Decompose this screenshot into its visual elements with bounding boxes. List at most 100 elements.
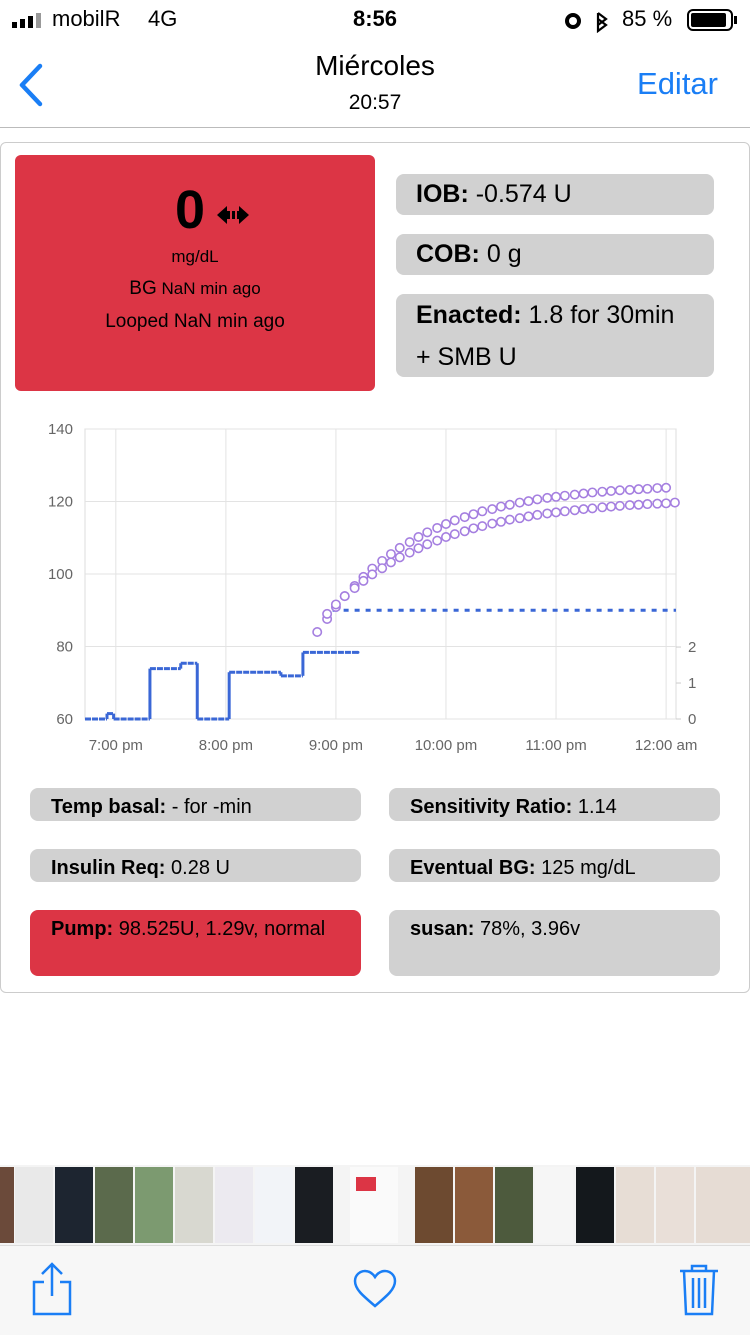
prediction-point — [440, 518, 451, 529]
chart: 60 80 100 120 140 0 1 2 7:00 pm 8:00 pm 9:00 pm 10:… — [48, 421, 698, 754]
trend-arrow — [217, 206, 249, 224]
edit-button[interactable]: Editar — [637, 66, 718, 101]
prediction-point — [606, 485, 617, 496]
y-tick-label: 80 — [56, 639, 73, 656]
y-tick-label: 60 — [56, 711, 73, 728]
prediction-point — [477, 506, 488, 517]
prediction-point — [432, 522, 443, 533]
prediction-point — [358, 575, 369, 586]
y2-tick-label: 2 — [688, 639, 696, 656]
prediction-point — [487, 504, 498, 515]
x-tick-label: 8:00 pm — [199, 737, 253, 754]
share-button[interactable] — [30, 1262, 74, 1316]
prediction-point — [394, 552, 405, 563]
bg-age: BG NaN min ago — [15, 278, 375, 300]
prediction-point — [597, 502, 608, 513]
x-tick-label: 11:00 pm — [525, 737, 586, 754]
stat-pill: Sensitivity Ratio: 1.14 — [389, 788, 720, 821]
prediction-point — [542, 492, 553, 503]
stat-pill: susan: 78%, 3.96v — [389, 910, 720, 976]
prediction-point — [377, 563, 388, 574]
y2-tick-label: 1 — [688, 675, 696, 692]
stat-label: Insulin Req: — [51, 857, 166, 879]
prediction-point — [633, 499, 644, 510]
y-tick-label: 120 — [48, 494, 73, 511]
prediction-point — [523, 496, 534, 507]
prediction-point — [514, 513, 525, 524]
favorite-button[interactable] — [352, 1268, 398, 1310]
x-tick-label: 9:00 pm — [309, 737, 363, 754]
prediction-point — [496, 516, 507, 527]
prediction-point — [312, 626, 323, 637]
pill-label: COB: — [416, 240, 480, 268]
bg-label: BG — [129, 278, 157, 299]
enacted-pill: Enacted: 1.8 for 30min + SMB U — [396, 294, 714, 377]
prediction-point — [385, 557, 396, 568]
stat-pill: Insulin Req: 0.28 U — [30, 849, 361, 882]
status-icons — [565, 12, 608, 33]
prediction-point — [523, 511, 534, 522]
pill-value: 1.8 for 30min + SMB U — [416, 301, 675, 371]
prediction-point — [504, 514, 515, 525]
prediction-point — [661, 482, 672, 493]
battery-percent: 85 % — [622, 6, 673, 31]
y-tick-label: 100 — [48, 566, 73, 583]
thumbnail-strip[interactable] — [0, 1165, 750, 1245]
prediction-point — [404, 547, 415, 558]
prediction-point — [449, 529, 460, 540]
prediction-point — [624, 484, 635, 495]
signal-icon — [12, 13, 41, 28]
prediction-point — [614, 485, 625, 496]
prediction-point — [669, 497, 680, 508]
carrier: mobilR — [52, 6, 121, 31]
bg-box: 0 mg/dL BG NaN min ago Looped NaN min ag… — [15, 155, 375, 391]
prediction-point — [587, 487, 598, 498]
prediction-point — [468, 509, 479, 520]
prediction-point — [532, 509, 543, 520]
prediction-point — [459, 512, 470, 523]
stat-label: Eventual BG: — [410, 857, 536, 879]
prediction-point — [487, 518, 498, 529]
stat-value: 98.525U, 1.29v, normal — [118, 918, 326, 940]
prediction-point — [642, 483, 653, 494]
prediction-point — [559, 490, 570, 501]
prediction-point — [440, 532, 451, 543]
prediction-point — [322, 608, 333, 619]
stat-pill: Temp basal: - for -min — [30, 788, 361, 821]
delete-button[interactable] — [678, 1264, 720, 1316]
back-button[interactable] — [14, 62, 48, 108]
prediction-point — [642, 499, 653, 510]
iob-pill: IOB: -0.574 U — [396, 174, 714, 215]
prediction-point — [477, 521, 488, 532]
prediction-point — [597, 486, 608, 497]
stat-value: 125 mg/dL — [541, 857, 636, 879]
battery-icon — [687, 9, 737, 31]
y2-tick-label: 0 — [688, 711, 696, 728]
stat-value: - for -min — [171, 796, 252, 818]
pill-value: 0 g — [486, 240, 522, 268]
x-tick-label: 12:00 am — [635, 737, 698, 754]
prediction-point — [606, 501, 617, 512]
prediction-point — [578, 504, 589, 515]
nav-subtitle: 20:57 — [348, 91, 402, 114]
looped: Looped NaN min ago — [105, 311, 285, 332]
prediction-point — [468, 523, 479, 534]
prediction-point — [404, 537, 415, 548]
nav-title: Miércoles — [315, 50, 435, 81]
prediction-point — [652, 498, 663, 509]
stat-value: 0.28 U — [171, 857, 230, 879]
prediction-point — [633, 484, 644, 495]
prediction-point — [661, 498, 672, 509]
prediction-point — [514, 497, 525, 508]
prediction-point — [569, 489, 580, 500]
prediction-point — [551, 491, 562, 502]
prediction-point — [587, 503, 598, 514]
pill-label: Enacted: — [416, 301, 522, 329]
prediction-point — [624, 500, 635, 511]
pump-pill: Pump: 98.525U, 1.29v, normal — [30, 910, 361, 976]
prediction-point — [551, 507, 562, 518]
prediction-point — [385, 549, 396, 560]
bg-age-text: NaN min ago — [161, 279, 261, 298]
prediction-point — [542, 508, 553, 519]
prediction-point — [413, 543, 424, 554]
